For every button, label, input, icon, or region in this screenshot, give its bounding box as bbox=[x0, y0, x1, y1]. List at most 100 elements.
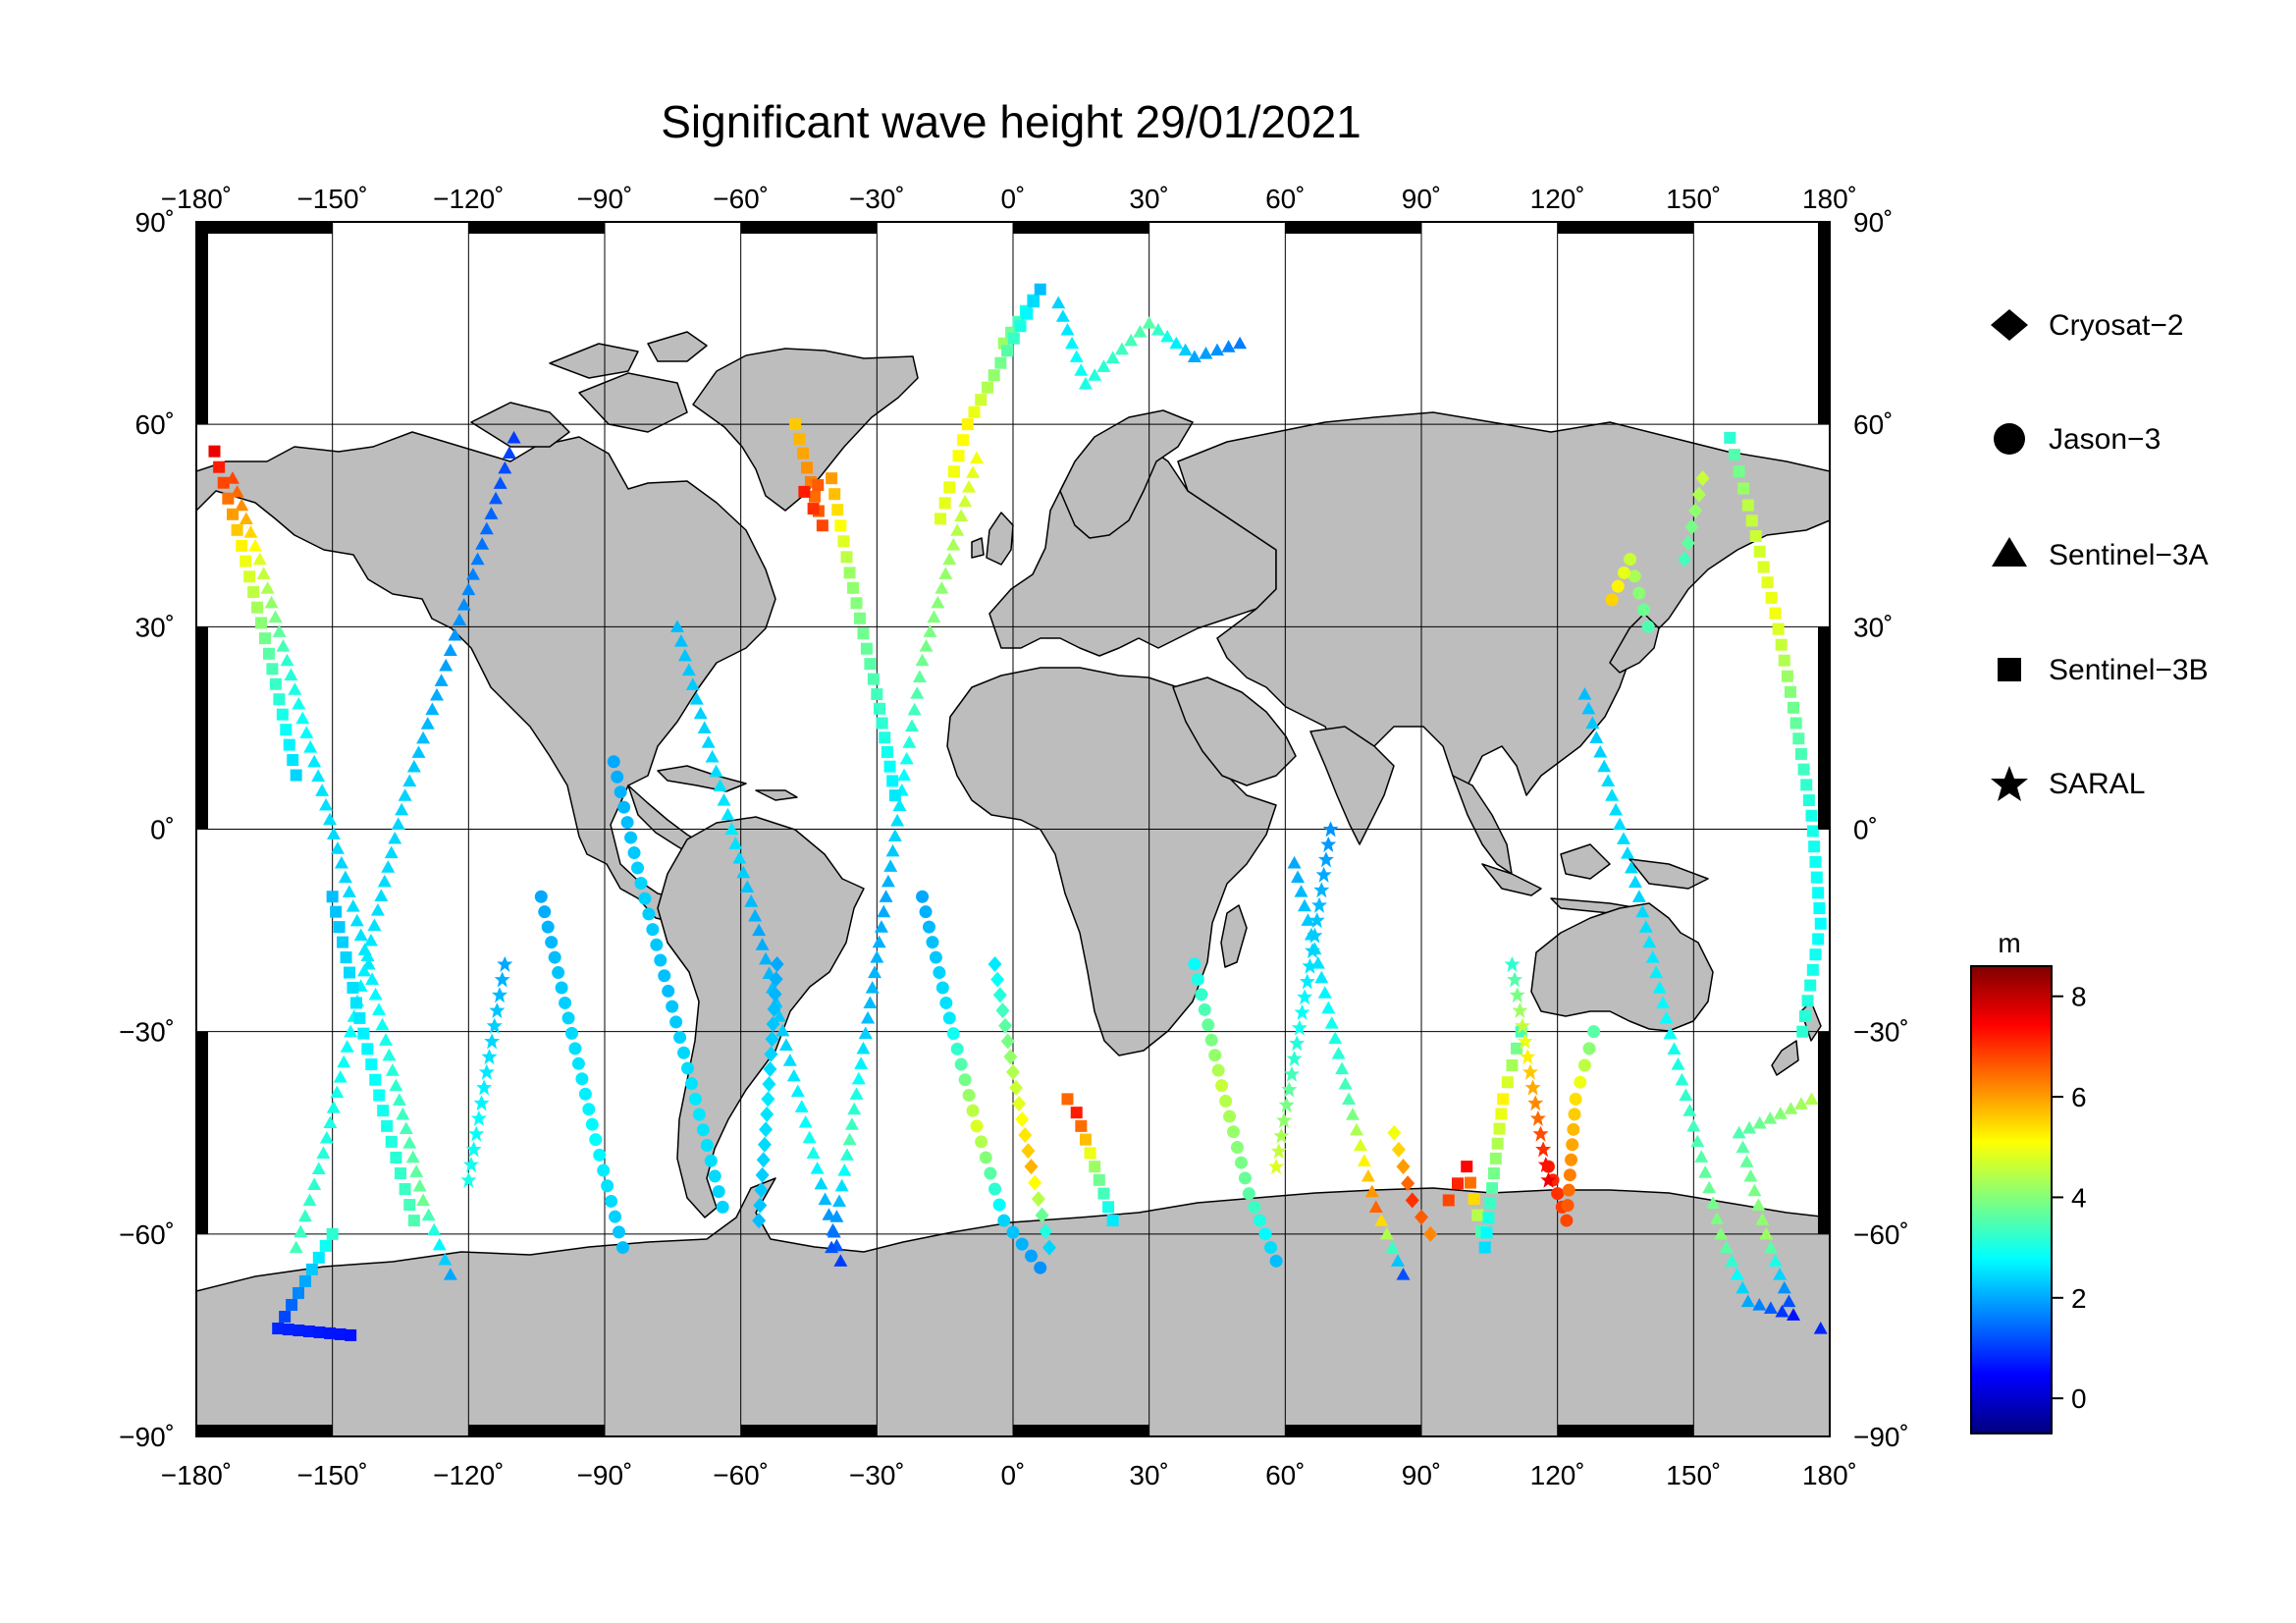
sentinel-3a-point bbox=[276, 638, 291, 652]
sentinel-3a-point bbox=[381, 860, 396, 873]
cryosat-2-point bbox=[1415, 1209, 1428, 1225]
sentinel-3b-point bbox=[1745, 514, 1758, 527]
jason-3-point bbox=[1569, 1092, 1582, 1106]
sentinel-3b-point bbox=[1468, 1193, 1480, 1206]
sentinel-3a-point bbox=[370, 902, 385, 916]
cryosat-2-point bbox=[767, 1001, 781, 1017]
sentinel-3a-point bbox=[1321, 1001, 1336, 1014]
sentinel-3a-point bbox=[1335, 1061, 1350, 1075]
sentinel-3b-point bbox=[337, 936, 349, 948]
sentinel-3a-point bbox=[732, 850, 747, 864]
jason-3-point bbox=[1198, 1002, 1211, 1016]
jason-3-point bbox=[1201, 1018, 1215, 1032]
saral-point bbox=[1302, 957, 1318, 974]
saral-point bbox=[1308, 912, 1325, 929]
sentinel-3a-point bbox=[721, 807, 735, 821]
legend-label-cryosat: Cryosat−2 bbox=[2049, 309, 2184, 342]
sentinel-3a-point bbox=[970, 451, 985, 464]
sentinel-3a-point bbox=[1768, 1254, 1783, 1267]
sentinel-3a-point bbox=[402, 774, 417, 787]
sentinel-3a-point bbox=[705, 749, 720, 763]
lon-tick-label-bottom: 180˚ bbox=[1802, 1460, 1857, 1490]
jason-3-point bbox=[575, 1072, 589, 1086]
sentinel-3a-point bbox=[302, 1193, 317, 1207]
sentinel-3a-point bbox=[677, 648, 692, 662]
sentinel-3a-point bbox=[374, 889, 389, 901]
lat-tick-label-left: −90˚ bbox=[119, 1422, 175, 1452]
sentinel-3a-point bbox=[421, 1208, 436, 1221]
sentinel-3a-point bbox=[1739, 1155, 1754, 1167]
satellite-tracks bbox=[208, 283, 1828, 1341]
saral-point bbox=[486, 1017, 503, 1034]
sentinel-3b-point bbox=[1001, 345, 1014, 357]
cryosat-2-point bbox=[995, 1002, 1010, 1019]
map-title: Significant wave height 29/01/2021 bbox=[661, 96, 1362, 147]
sentinel-3a-point bbox=[915, 653, 930, 667]
jason-3-point bbox=[624, 831, 638, 844]
sentinel-3a-point bbox=[1291, 870, 1306, 884]
sentinel-3b-point bbox=[361, 1043, 374, 1055]
sentinel-3b-point bbox=[365, 1058, 378, 1071]
frame-bar-bottom bbox=[1557, 1425, 1694, 1436]
legend-item-sentinel-3b: Sentinel−3B bbox=[1998, 654, 2209, 686]
cryosat-2-point bbox=[1018, 1127, 1033, 1144]
sentinel-3b-point bbox=[269, 677, 282, 690]
sentinel-3a-point bbox=[810, 1162, 825, 1174]
cryosat-2-point bbox=[763, 1060, 777, 1077]
saral-point bbox=[460, 1171, 477, 1188]
sentinel-3b-point bbox=[280, 724, 293, 736]
jason-3-point bbox=[1641, 620, 1655, 633]
sentinel-3a-point bbox=[416, 1193, 431, 1207]
jason-3-point bbox=[1188, 957, 1201, 971]
sentinel-3b-point bbox=[1106, 1215, 1119, 1227]
jason-3-point bbox=[700, 1139, 714, 1153]
sentinel-3a-point bbox=[1617, 832, 1631, 844]
frame-bar-top bbox=[1557, 222, 1694, 234]
legend-label-sentinel-3a: Sentinel−3A bbox=[2049, 539, 2209, 571]
sentinel-3a-point bbox=[1065, 336, 1080, 350]
sentinel-3a-point bbox=[260, 581, 275, 594]
jason-3-point bbox=[1191, 972, 1204, 986]
jason-3-point bbox=[1195, 988, 1208, 1001]
sentinel-3a-point bbox=[1638, 920, 1653, 933]
sentinel-3b-point bbox=[330, 905, 343, 918]
jason-3-point bbox=[975, 1135, 988, 1149]
sentinel-3a-point bbox=[330, 841, 345, 854]
sentinel-3a-point bbox=[1740, 1294, 1755, 1308]
jason-3-point bbox=[946, 1027, 960, 1041]
sentinel-3a-point bbox=[1328, 1031, 1343, 1045]
sentinel-3b-point bbox=[860, 642, 873, 655]
sentinel-3b-point bbox=[286, 1298, 298, 1311]
saral-point bbox=[476, 1079, 493, 1096]
cryosat-2-point bbox=[1012, 1095, 1027, 1111]
cryosat-2-point bbox=[1006, 1063, 1020, 1080]
sentinel-3a-point bbox=[292, 696, 306, 710]
sentinel-3a-point bbox=[1150, 322, 1165, 336]
sentinel-3a-point bbox=[438, 1252, 453, 1266]
saral-point bbox=[1504, 955, 1521, 972]
sentinel-3b-point bbox=[1804, 979, 1817, 992]
sentinel-3a-point bbox=[744, 894, 759, 907]
sentinel-3a-point bbox=[1752, 1115, 1767, 1129]
jason-3-point bbox=[627, 846, 641, 860]
sentinel-3a-point bbox=[1338, 1076, 1353, 1090]
sentinel-3a-point bbox=[363, 933, 378, 947]
sentinel-3b-point bbox=[801, 461, 814, 474]
jason-3-point bbox=[1269, 1254, 1283, 1268]
sentinel-3b-point bbox=[1772, 622, 1785, 635]
sentinel-3a-point bbox=[323, 812, 338, 826]
saral-point bbox=[478, 1063, 495, 1080]
jason-3-point bbox=[669, 1015, 683, 1029]
sentinel-3b-point bbox=[236, 539, 248, 552]
sentinel-3a-point bbox=[1735, 1140, 1750, 1154]
sentinel-3b-point bbox=[1805, 809, 1818, 822]
scandinavia-landmass bbox=[1059, 409, 1194, 539]
jason-3-point bbox=[958, 1073, 972, 1087]
sentinel-3a-point bbox=[954, 509, 969, 522]
sentinel-3a-point bbox=[1210, 343, 1224, 356]
cryosat-2-point bbox=[768, 986, 782, 1002]
lat-tick-label-right: −30˚ bbox=[1853, 1017, 1909, 1048]
sentinel-3b-point bbox=[357, 1027, 370, 1040]
saral-point bbox=[1283, 1065, 1300, 1082]
sentinel-3a-point bbox=[1233, 336, 1248, 350]
